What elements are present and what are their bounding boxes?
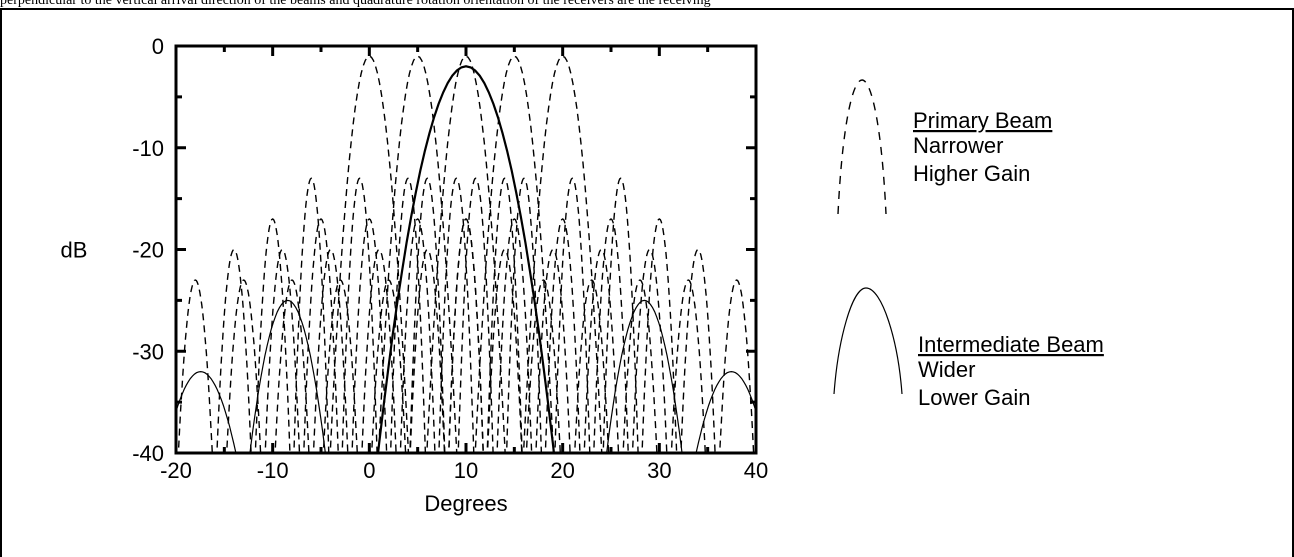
side-lobe: [535, 248, 571, 453]
legend-line: Wider: [918, 357, 975, 382]
side-lobe: [312, 248, 349, 453]
clipped-header-text: perpendicular to the vertical arrival di…: [0, 0, 1294, 10]
side-lobe: [486, 248, 523, 453]
legend-dashed-lobe-icon: [837, 79, 887, 215]
main-lobe-primary-beam: [329, 55, 410, 453]
side-lobe: [216, 248, 252, 453]
side-lobe: [226, 279, 262, 453]
side-lobe: [409, 177, 446, 453]
tick-labels: -20 -10 0 10 20 30 40 0 -10 -20 -30 -40: [132, 34, 768, 483]
legend-solid-lobe-icon: [833, 287, 903, 395]
x-tick-label: -10: [257, 458, 289, 483]
side-lobe: [680, 248, 716, 453]
y-tick-label: 0: [152, 34, 164, 59]
legend-line: Narrower: [913, 133, 1003, 158]
legend-line: Higher Gain: [913, 161, 1030, 186]
plot-lines: [176, 55, 860, 483]
side-lobe: [574, 279, 610, 453]
side-lobe: [606, 299, 683, 453]
legend-title: Primary Beam: [913, 108, 1052, 133]
main-lobe-intermediate-beam: [376, 65, 556, 453]
side-lobe: [409, 248, 446, 453]
y-tick-label: -30: [132, 339, 164, 364]
side-lobe: [438, 177, 475, 453]
side-lobe: [670, 279, 706, 453]
x-tick-label: 40: [744, 458, 768, 483]
y-tick-label: -20: [132, 238, 164, 263]
x-tick-label: 20: [550, 458, 574, 483]
figure-frame: [0, 8, 1294, 557]
x-axis-label: Degrees: [424, 491, 507, 516]
main-lobe-primary-beam: [426, 55, 506, 453]
side-lobe: [719, 279, 755, 453]
x-tick-label: 30: [647, 458, 671, 483]
side-lobe: [176, 370, 237, 453]
side-lobe: [274, 279, 310, 453]
x-tick-label: 10: [454, 458, 478, 483]
y-axis-label: dB: [61, 238, 88, 263]
legend-title: Intermediate Beam: [918, 332, 1104, 357]
side-lobe: [249, 299, 326, 453]
x-tick-label: -20: [160, 458, 192, 483]
side-lobe: [525, 279, 561, 453]
side-lobe: [777, 417, 860, 483]
side-lobe: [177, 279, 213, 453]
side-lobe: [322, 279, 358, 453]
side-lobe: [641, 218, 678, 453]
side-lobe: [602, 177, 639, 453]
plot-area-border: [174, 44, 758, 455]
side-lobe: [496, 218, 533, 453]
side-lobe: [631, 248, 668, 453]
header-text: perpendicular to the vertical arrival di…: [0, 0, 711, 8]
side-lobe: [695, 370, 756, 453]
x-tick-label: 0: [363, 458, 375, 483]
side-lobe: [303, 218, 339, 453]
side-lobe: [622, 279, 658, 453]
side-lobe: [399, 218, 436, 453]
side-lobe: [554, 177, 591, 453]
side-lobe: [486, 177, 523, 453]
side-lobe: [544, 218, 581, 453]
side-lobe: [351, 218, 388, 453]
main-lobe-primary-beam: [474, 55, 555, 453]
side-lobe: [457, 177, 494, 453]
side-lobe: [448, 218, 484, 453]
axis-ticks: [174, 44, 758, 455]
side-lobe: [593, 218, 629, 453]
side-lobe: [583, 248, 620, 453]
side-lobe: [254, 218, 291, 453]
legend-line: Lower Gain: [918, 385, 1031, 410]
y-tick-label: -10: [132, 136, 164, 161]
side-lobe: [371, 279, 407, 453]
side-lobe: [505, 177, 543, 453]
main-lobe-primary-beam: [522, 55, 603, 453]
y-tick-label: -40: [132, 441, 164, 466]
main-lobe-primary-beam: [377, 55, 458, 453]
side-lobe: [264, 248, 301, 453]
